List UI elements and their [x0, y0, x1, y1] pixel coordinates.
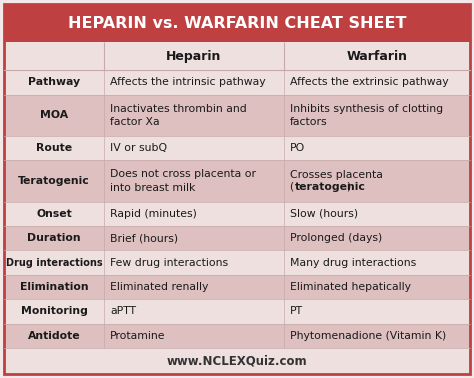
Bar: [4, 4, 470, 42]
Text: Protamine: Protamine: [110, 331, 166, 341]
Text: Eliminated renally: Eliminated renally: [110, 282, 209, 292]
Bar: [4, 348, 470, 374]
Text: www.NCLEXQuiz.com: www.NCLEXQuiz.com: [167, 355, 307, 367]
Text: Inactivates thrombin and
factor Xa: Inactivates thrombin and factor Xa: [110, 104, 247, 127]
Text: teratogenic: teratogenic: [295, 182, 365, 192]
Bar: [4, 201, 470, 226]
Text: ): ): [346, 182, 351, 192]
Text: Elimination: Elimination: [20, 282, 89, 292]
Text: Antidote: Antidote: [28, 331, 81, 341]
Text: Drug interactions: Drug interactions: [6, 257, 102, 268]
Text: Crosses placenta: Crosses placenta: [290, 170, 383, 180]
Bar: [4, 136, 470, 160]
Bar: [4, 299, 470, 324]
Text: Warfarin: Warfarin: [346, 50, 407, 63]
Text: Brief (hours): Brief (hours): [110, 233, 178, 243]
Text: Does not cross placenta or
into breast milk: Does not cross placenta or into breast m…: [110, 169, 256, 192]
Text: PO: PO: [290, 143, 305, 153]
Text: IV or subQ: IV or subQ: [110, 143, 167, 153]
Text: Eliminated hepatically: Eliminated hepatically: [290, 282, 410, 292]
Text: PT: PT: [290, 307, 303, 316]
Bar: [4, 250, 470, 275]
Bar: [4, 94, 470, 136]
Text: Slow (hours): Slow (hours): [290, 209, 358, 219]
Bar: [4, 70, 470, 94]
Text: Onset: Onset: [36, 209, 72, 219]
Text: MOA: MOA: [40, 110, 68, 120]
Text: Rapid (minutes): Rapid (minutes): [110, 209, 197, 219]
Bar: [4, 324, 470, 348]
Bar: [4, 275, 470, 299]
Text: Pathway: Pathway: [28, 77, 80, 87]
Text: Monitoring: Monitoring: [21, 307, 88, 316]
Text: (: (: [290, 182, 294, 192]
Text: Many drug interactions: Many drug interactions: [290, 257, 416, 268]
Text: Affects the extrinsic pathway: Affects the extrinsic pathway: [290, 77, 448, 87]
Text: Phytomenadione (Vitamin K): Phytomenadione (Vitamin K): [290, 331, 446, 341]
Text: Prolonged (days): Prolonged (days): [290, 233, 382, 243]
Text: Inhibits synthesis of clotting
factors: Inhibits synthesis of clotting factors: [290, 104, 443, 127]
Bar: [4, 226, 470, 250]
Text: HEPARIN vs. WARFARIN CHEAT SHEET: HEPARIN vs. WARFARIN CHEAT SHEET: [68, 15, 406, 31]
Bar: [4, 42, 470, 70]
Text: aPTT: aPTT: [110, 307, 136, 316]
Text: Route: Route: [36, 143, 72, 153]
Bar: [4, 160, 470, 201]
Text: Few drug interactions: Few drug interactions: [110, 257, 228, 268]
Text: Teratogenic: Teratogenic: [18, 176, 90, 186]
Text: Duration: Duration: [27, 233, 81, 243]
Text: Heparin: Heparin: [166, 50, 221, 63]
Text: Affects the intrinsic pathway: Affects the intrinsic pathway: [110, 77, 266, 87]
